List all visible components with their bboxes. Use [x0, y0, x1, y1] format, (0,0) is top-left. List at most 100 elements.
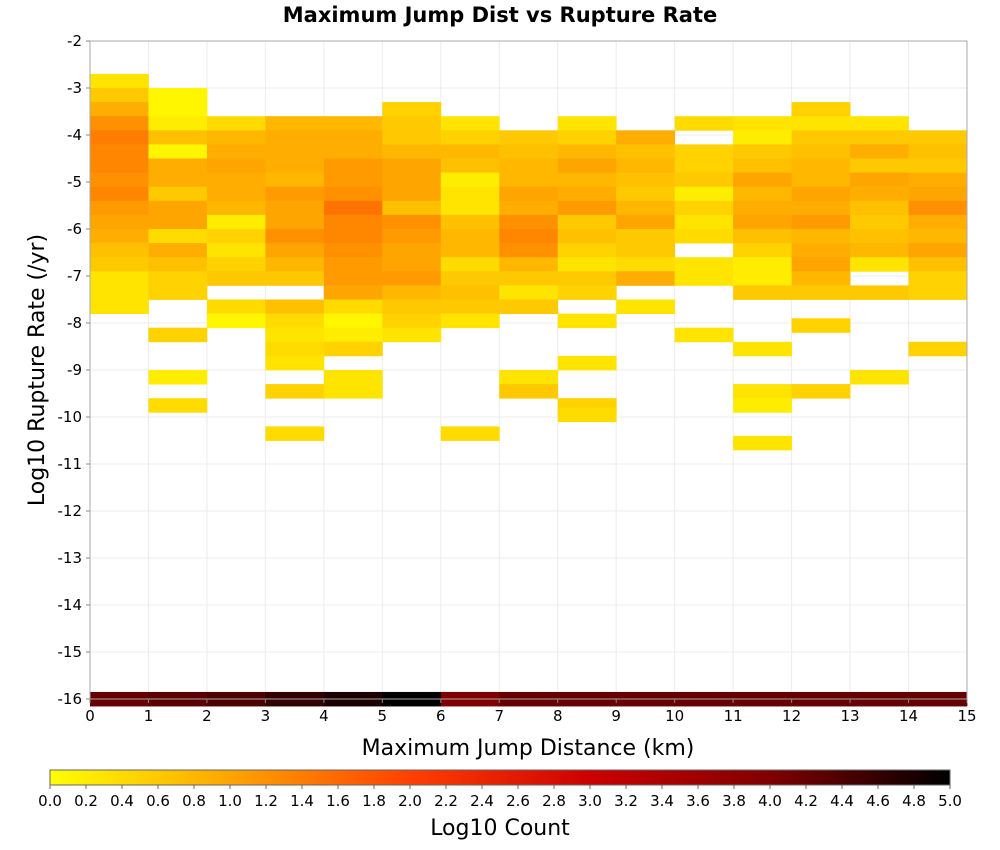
colorbar-tick-label: 0.8 — [182, 792, 206, 810]
chart-title: Maximum Jump Dist vs Rupture Rate — [283, 3, 717, 27]
heatmap-cell — [382, 144, 442, 159]
x-tick-label: 3 — [261, 707, 271, 725]
heatmap-cell — [674, 172, 734, 188]
heatmap-cell — [616, 229, 676, 244]
heatmap-cell — [499, 214, 559, 230]
heatmap-cell — [148, 88, 208, 103]
heatmap-cell — [90, 285, 149, 300]
heatmap-cell — [733, 257, 792, 272]
x-axis-ticks: 0 1 2 3 4 5 6 7 8 9 10 11 12 13 14 15 — [85, 699, 977, 725]
heatmap-cell — [90, 257, 149, 272]
heatmap-cell — [616, 214, 676, 230]
heatmap-cell — [850, 229, 909, 244]
x-tick-label: 13 — [841, 707, 860, 725]
heatmap-cell — [148, 271, 208, 286]
heatmap-cell — [616, 243, 676, 258]
heatmap-cell — [323, 229, 383, 244]
heatmap-cell — [148, 285, 208, 300]
colorbar-tick-label: 1.6 — [326, 792, 350, 810]
heatmap-cell — [791, 172, 851, 188]
heatmap-cell — [440, 116, 500, 131]
heatmap-cell — [382, 102, 442, 117]
colorbar-tick-label: 2.2 — [434, 792, 458, 810]
heatmap-cell — [148, 158, 208, 173]
heatmap-cell — [499, 130, 559, 145]
heatmap-cell — [382, 200, 442, 216]
heatmap-cell — [499, 243, 559, 258]
heatmap-cell — [206, 200, 266, 216]
heatmap-cell — [206, 229, 266, 244]
heatmap-cell — [791, 144, 851, 159]
colorbar-tick-label: 2.6 — [506, 792, 530, 810]
heatmap-cell — [791, 318, 851, 333]
heatmap-cell — [557, 407, 617, 423]
heatmap-cell — [382, 271, 442, 286]
heatmap-cell — [674, 229, 734, 244]
heatmap-cell — [323, 158, 383, 173]
heatmap-cell — [616, 271, 676, 286]
heatmap-cell — [265, 243, 325, 258]
heatmap-cell — [616, 200, 676, 216]
heatmap-cell — [733, 130, 792, 145]
heatmap-cell — [791, 257, 851, 272]
colorbar-tick-label: 0.6 — [146, 792, 170, 810]
heatmap-cell — [908, 186, 968, 202]
heatmap-cell — [265, 327, 325, 343]
heatmap-cell — [265, 355, 325, 371]
heatmap-cell — [440, 144, 500, 159]
heatmap-cell — [850, 172, 909, 188]
heatmap-cell — [733, 384, 792, 399]
heatmap-cell — [148, 229, 208, 244]
x-tick-label: 0 — [85, 707, 95, 725]
heatmap-cell — [733, 435, 792, 451]
heatmap-cell — [908, 144, 968, 159]
heatmap-cell — [733, 229, 792, 244]
heatmap-cell — [382, 299, 442, 314]
heatmap-cell — [791, 116, 851, 131]
heatmap-cell — [440, 200, 500, 216]
heatmap-cell — [323, 130, 383, 145]
heatmap-cell — [440, 172, 500, 188]
colorbar-tick-label: 2.8 — [542, 792, 566, 810]
heatmap-cell — [733, 285, 792, 300]
y-tick-label: -16 — [58, 690, 83, 708]
heatmap-cell — [557, 144, 617, 159]
heatmap-cell — [674, 116, 734, 131]
heatmap-cell — [557, 172, 617, 188]
heatmap-cell — [90, 158, 149, 173]
heatmap-cell — [382, 285, 442, 300]
heatmap-cell — [206, 130, 266, 145]
heatmap-cell — [90, 73, 149, 89]
heatmap-cell — [557, 116, 617, 131]
heatmap-cell — [908, 214, 968, 230]
heatmap-cell — [382, 116, 442, 131]
x-tick-label: 14 — [899, 707, 918, 725]
x-tick-label: 5 — [378, 707, 388, 725]
heatmap-cell — [148, 130, 208, 145]
heatmap-cell — [733, 172, 792, 188]
heatmap-cell — [499, 229, 559, 244]
heatmap-cell — [265, 426, 325, 441]
y-tick-label: -3 — [67, 79, 82, 97]
y-tick-label: -4 — [67, 126, 82, 144]
heatmap-cell — [382, 214, 442, 230]
heatmap-cell — [265, 384, 325, 399]
heatmap-cell — [850, 370, 909, 385]
heatmap-cell — [499, 200, 559, 216]
heatmap-cell — [733, 271, 792, 286]
heatmap-cell — [674, 144, 734, 159]
y-tick-label: -15 — [58, 643, 83, 661]
heatmap-cell — [265, 257, 325, 272]
heatmap-cell — [206, 116, 266, 131]
y-tick-label: -9 — [67, 361, 82, 379]
heatmap-cell — [323, 186, 383, 202]
heatmap-cell — [206, 257, 266, 272]
heatmap-cell — [148, 172, 208, 188]
heatmap-cell — [148, 257, 208, 272]
heatmap-cell — [850, 116, 909, 131]
heatmap-cell — [557, 243, 617, 258]
heatmap-cell — [733, 214, 792, 230]
heatmap-cell — [557, 271, 617, 286]
heatmap-cell — [850, 200, 909, 216]
heatmap-cell — [674, 271, 734, 286]
